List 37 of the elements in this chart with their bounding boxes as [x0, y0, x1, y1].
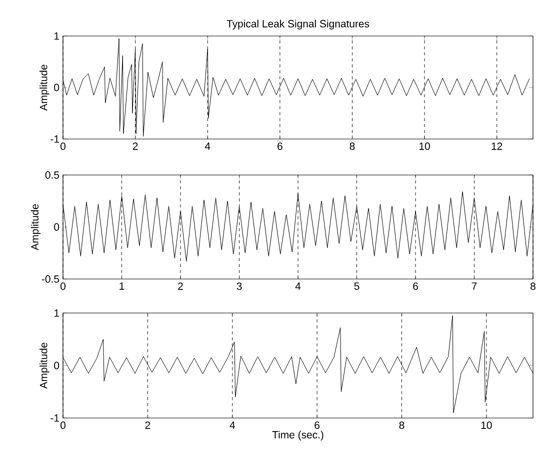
y-tick-label: -1 [50, 414, 59, 422]
x-tick-label: 5 [354, 282, 360, 290]
y-tick-label: -1 [50, 135, 59, 143]
x-tick-label: 4 [295, 282, 301, 290]
y-axis-title: Amplitude [30, 204, 41, 250]
y-axis-title: Amplitude [40, 64, 50, 111]
x-tick-label: 10 [481, 422, 492, 429]
x-tick-label: 4 [230, 422, 235, 429]
x-tick-label: 0 [60, 282, 66, 290]
x-tick-label: 8 [350, 142, 355, 150]
y-tick-label: 1 [54, 309, 59, 317]
y-tick-label: 0 [54, 223, 60, 231]
x-tick-label: 8 [530, 282, 536, 290]
x-tick-label: 0 [60, 142, 66, 150]
x-tick-label: 6 [413, 282, 418, 290]
y-tick-label: 0 [54, 84, 60, 92]
x-tick-label: 12 [492, 142, 502, 150]
x-tick-label: 4 [204, 142, 210, 150]
line-series [63, 38, 530, 137]
x-tick-label: 6 [314, 422, 320, 429]
x-tick-label: 8 [399, 422, 404, 429]
y-axis-title: Amplitude [40, 342, 50, 389]
x-tick-label: 1 [120, 282, 124, 290]
y-tick-label: 1 [54, 32, 59, 40]
x-tick-label: 10 [420, 142, 430, 150]
x-tick-label: 2 [145, 422, 150, 429]
x-tick-label: 0 [60, 422, 66, 429]
x-tick-label: 6 [278, 142, 282, 150]
x-tick-label: 2 [132, 142, 138, 150]
y-tick-label: 0 [54, 362, 60, 370]
x-axis-title: Time (sec.) [272, 430, 324, 441]
x-tick-label: 7 [472, 282, 477, 290]
x-tick-label: 3 [236, 282, 242, 290]
y-tick-label: -0.5 [42, 275, 60, 283]
y-tick-label: 0.5 [45, 171, 60, 179]
x-tick-label: 2 [178, 282, 183, 290]
chart-title: Typical Leak Signal Signatures [226, 20, 370, 30]
